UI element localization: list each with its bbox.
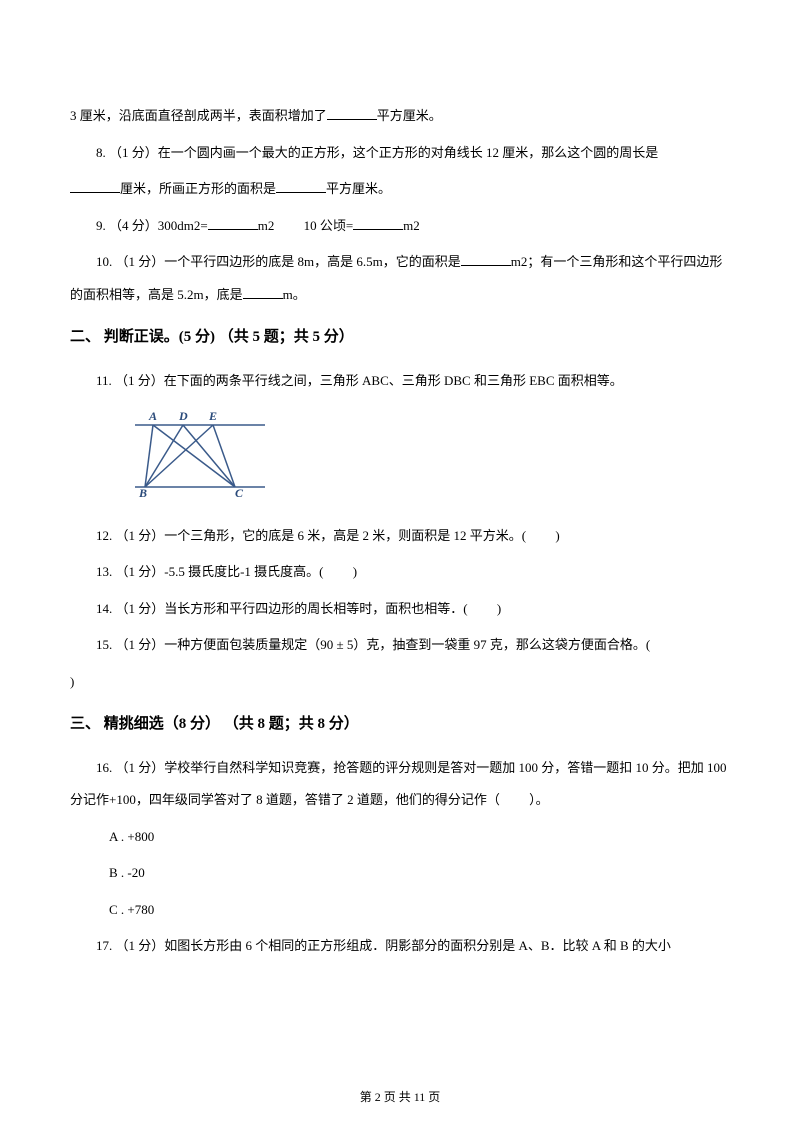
q9-text2: m2 10 公顷=: [258, 218, 353, 233]
line-ec: [213, 425, 235, 487]
q11: 11. （1 分）在下面的两条平行线之间，三角形 ABC、三角形 DBC 和三角…: [70, 365, 730, 398]
q12: 12. （1 分）一个三角形，它的底是 6 米，高是 2 米，则面积是 12 平…: [70, 520, 730, 553]
q8-text2: 厘米，所画正方形的面积是: [120, 181, 276, 196]
label-c: C: [235, 486, 244, 497]
q8: 8. （1 分）在一个圆内画一个最大的正方形，这个正方形的对角线长 12 厘米，…: [70, 137, 730, 170]
label-b: B: [138, 486, 147, 497]
q9-text1: 9. （4 分）300dm2=: [96, 218, 208, 233]
section2-heading: 二、 判断正误。(5 分) （共 5 题；共 5 分）: [70, 319, 730, 357]
line-eb: [145, 425, 213, 487]
q14: 14. （1 分）当长方形和平行四边形的周长相等时，面积也相等．( ): [70, 593, 730, 626]
q10-blank1: [461, 253, 511, 266]
q8-text1: 8. （1 分）在一个圆内画一个最大的正方形，这个正方形的对角线长 12 厘米，…: [96, 145, 658, 160]
section3-heading: 三、 精挑细选（8 分） （共 8 题；共 8 分）: [70, 706, 730, 744]
q9: 9. （4 分）300dm2= m2 10 公顷= m2: [70, 210, 730, 243]
q9-text3: m2: [403, 218, 420, 233]
q15-text1: 15. （1 分）一种方便面包装质量规定（90 ± 5）克，抽查到一袋重 97 …: [96, 637, 650, 652]
q8-text3: 平方厘米。: [326, 181, 391, 196]
q16-option-a: A . +800: [109, 821, 730, 854]
q8-blank2: [276, 180, 326, 193]
q10-blank2: [243, 286, 283, 299]
q9-blank1: [208, 217, 258, 230]
q16: 16. （1 分）学校举行自然科学知识竞赛，抢答题的评分规则是答对一题加 100…: [70, 752, 730, 817]
q17: 17. （1 分）如图长方形由 6 个相同的正方形组成．阴影部分的面积分别是 A…: [70, 930, 730, 963]
q15: 15. （1 分）一种方便面包装质量规定（90 ± 5）克，抽查到一袋重 97 …: [70, 629, 730, 662]
q11-diagram: A D E B C: [135, 407, 730, 510]
q8-cont: 厘米，所画正方形的面积是 平方厘米。: [70, 173, 730, 206]
line-dc: [183, 425, 235, 487]
q15-close: ): [70, 666, 730, 699]
q7-continuation: 3 厘米，沿底面直径剖成两半，表面积增加了 平方厘米。: [70, 100, 730, 133]
q16-option-b: B . -20: [109, 857, 730, 890]
line-db: [145, 425, 183, 487]
line-ac: [153, 425, 235, 487]
q7-text-before: 3 厘米，沿底面直径剖成两半，表面积增加了: [70, 108, 327, 123]
q13: 13. （1 分）-5.5 摄氏度比-1 摄氏度高。( ): [70, 556, 730, 589]
q9-blank2: [353, 217, 403, 230]
label-d: D: [178, 409, 188, 423]
q7-blank: [327, 107, 377, 120]
q10-text1: 10. （1 分）一个平行四边形的底是 8m，高是 6.5m，它的面积是: [96, 254, 461, 269]
q10: 10. （1 分）一个平行四边形的底是 8m，高是 6.5m，它的面积是m2；有…: [70, 246, 730, 311]
q7-text-after: 平方厘米。: [377, 108, 442, 123]
line-ab: [145, 425, 153, 487]
q10-text3: m。: [283, 287, 306, 302]
label-e: E: [208, 409, 217, 423]
label-a: A: [148, 409, 157, 423]
q8-blank1: [70, 180, 120, 193]
page-footer: 第 2 页 共 11 页: [0, 1082, 800, 1112]
q16-option-c: C . +780: [109, 894, 730, 927]
triangle-diagram-svg: A D E B C: [135, 407, 265, 497]
